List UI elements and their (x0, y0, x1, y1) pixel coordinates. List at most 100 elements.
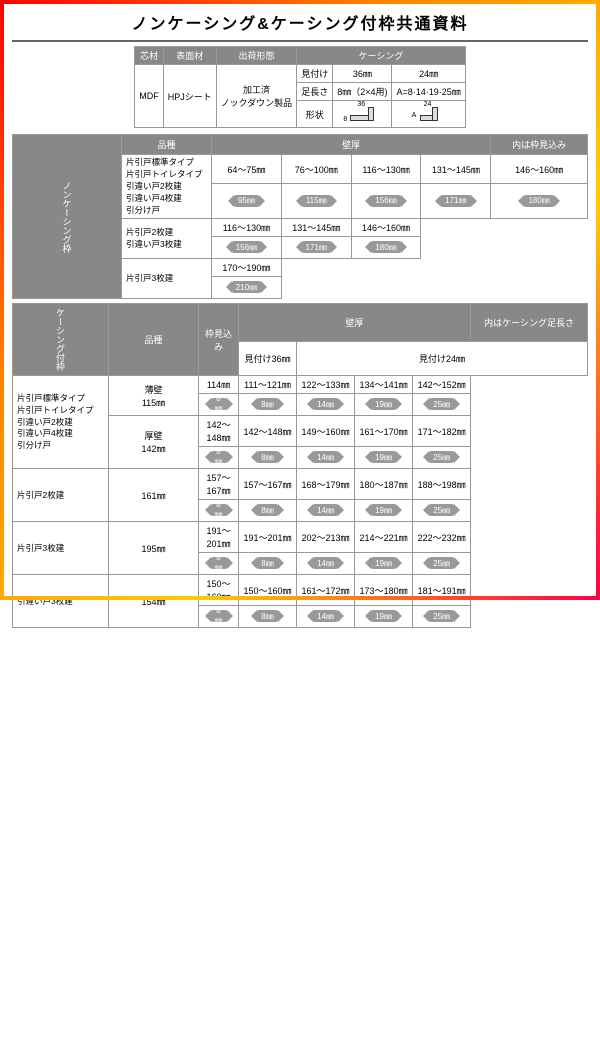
prod-cell: 片引戸3枚建 (13, 522, 109, 575)
range-cell: 191～201㎜ (199, 522, 239, 553)
arrow-cell: 14㎜ (297, 553, 355, 575)
arrow-cell: 25㎜ (413, 394, 471, 416)
cell-8mm: 8㎜（2×4用) (333, 83, 392, 101)
arrow-cell: 19㎜ (355, 606, 413, 628)
arrow-cell: 156㎜ (212, 237, 282, 259)
hdr-casing: ケーシング (297, 47, 466, 65)
sub-24: 見付け24㎜ (297, 342, 588, 376)
prod3: 片引戸3枚建 (122, 259, 212, 299)
arrow-cell: 171㎜ (421, 184, 491, 219)
arrow-cell: 14㎜ (297, 394, 355, 416)
prod-cell: 引違い戸3枚建 (13, 575, 109, 628)
arrow-cell: 8㎜ (239, 606, 297, 628)
hdr-product2: 品種 (109, 304, 199, 376)
arrow-cell: 115㎜ (281, 184, 351, 219)
note-cell: 内は枠見込み (491, 135, 588, 155)
range-cell: 150～160㎜ (199, 575, 239, 606)
shape-2: 24 A (392, 101, 465, 128)
range-cell: 142～148㎜ (199, 416, 239, 447)
prod2: 片引戸2枚建 引違い戸3枚建 (122, 219, 212, 259)
range-cell: 214～221㎜ (355, 522, 413, 553)
arrow-cell: 180㎜ (351, 237, 421, 259)
note-cell2: 内はケーシング足長さ (471, 304, 588, 342)
prod-cell: 片引戸2枚建 (13, 469, 109, 522)
cell-foot: 足長さ (297, 83, 333, 101)
cell-mitsuke: 見付け (297, 65, 333, 83)
range-cell: 114㎜ (199, 376, 239, 394)
arrow-cell: 25㎜ (413, 606, 471, 628)
wall-cell: 厚壁 142㎜ (109, 416, 199, 469)
hdr-ship: 出荷形態 (216, 47, 296, 65)
prod-cell: 片引戸標準タイプ 片引戸トイレタイプ 引違い戸2枚建 引違い戸4枚建 引分け戸 (13, 376, 109, 469)
arrow-cell: 8㎜ (199, 394, 239, 416)
arrow-cell: 14㎜ (297, 447, 355, 469)
arrow-cell: 8㎜ (199, 606, 239, 628)
wall-cell: 161㎜ (109, 469, 199, 522)
shape-1: 36 8 (333, 101, 392, 128)
range-cell: 188～198㎜ (413, 469, 471, 500)
vlabel-noncasing: ノンケーシング枠 (13, 135, 122, 299)
arrow-cell: 14㎜ (297, 500, 355, 522)
arrow-cell: 8㎜ (239, 447, 297, 469)
range-cell: 157～167㎜ (239, 469, 297, 500)
arrow-cell: 25㎜ (413, 500, 471, 522)
arrow-cell: 8㎜ (239, 394, 297, 416)
range-cell: 122～133㎜ (297, 376, 355, 394)
divider (12, 40, 588, 42)
range-cell: 142～152㎜ (413, 376, 471, 394)
cell-shape-label: 形状 (297, 101, 333, 128)
arrow-cell: 19㎜ (355, 447, 413, 469)
range-cell: 134～141㎜ (355, 376, 413, 394)
cell-a: A=8·14·19·25㎜ (392, 83, 465, 101)
arrow-cell: 156㎜ (351, 184, 421, 219)
range-cell: 170～190㎜ (212, 259, 282, 277)
range-cell: 180～187㎜ (355, 469, 413, 500)
arrow-cell: 19㎜ (355, 553, 413, 575)
range-cell: 142～148㎜ (239, 416, 297, 447)
cell-24: 24㎜ (392, 65, 465, 83)
range-cell: 161～172㎜ (297, 575, 355, 606)
cell-36: 36㎜ (333, 65, 392, 83)
sub-36: 見付け36㎜ (239, 342, 297, 376)
arrow-cell: 171㎜ (281, 237, 351, 259)
range-cell: 131～145㎜ (421, 155, 491, 184)
casing-table: ケーシング付枠 品種 枠見込み 壁厚 内はケーシング足長さ 見付け36㎜ 見付け… (12, 303, 588, 628)
range-cell: 191～201㎜ (239, 522, 297, 553)
range-cell: 149～160㎜ (297, 416, 355, 447)
range-cell: 64～75㎜ (212, 155, 282, 184)
wall-cell: 195㎜ (109, 522, 199, 575)
arrow-cell: 14㎜ (297, 606, 355, 628)
range-cell: 146～160㎜ (491, 155, 588, 184)
vlabel-casing: ケーシング付枠 (13, 304, 109, 376)
page-title: ノンケーシング&ケーシング付枠共通資料 (12, 10, 588, 34)
noncasing-table: ノンケーシング枠 品種 壁厚 内は枠見込み 片引戸標準タイプ 片引戸トイレタイプ… (12, 134, 588, 299)
cell-ship: 加工済 ノックダウン製品 (216, 65, 296, 128)
wall-cell: 薄壁 115㎜ (109, 376, 199, 416)
arrow-cell: 8㎜ (239, 553, 297, 575)
arrow-cell: 19㎜ (355, 500, 413, 522)
range-cell: 116～130㎜ (351, 155, 421, 184)
range-cell: 150～160㎜ (239, 575, 297, 606)
range-cell: 168～179㎜ (297, 469, 355, 500)
prod1: 片引戸標準タイプ 片引戸トイレタイプ 引違い戸2枚建 引違い戸4枚建 引分け戸 (122, 155, 212, 219)
range-cell: 157～167㎜ (199, 469, 239, 500)
arrow-cell: 19㎜ (355, 394, 413, 416)
range-cell: 171～182㎜ (413, 416, 471, 447)
arrow-cell: 210㎜ (212, 277, 282, 299)
range-cell: 116～130㎜ (212, 219, 282, 237)
range-cell: 76～100㎜ (281, 155, 351, 184)
arrow-cell: 8㎜ (199, 500, 239, 522)
range-cell: 173～180㎜ (355, 575, 413, 606)
arrow-cell: 95㎜ (212, 184, 282, 219)
arrow-cell: 8㎜ (199, 447, 239, 469)
arrow-cell: 180㎜ (491, 184, 588, 219)
hdr-wall: 壁厚 (212, 135, 491, 155)
hdr-frame: 枠見込み (199, 304, 239, 376)
range-cell: 202～213㎜ (297, 522, 355, 553)
hdr-product: 品種 (122, 135, 212, 155)
arrow-cell: 8㎜ (239, 500, 297, 522)
range-cell: 161～170㎜ (355, 416, 413, 447)
arrow-cell: 25㎜ (413, 447, 471, 469)
range-cell: 146～160㎜ (351, 219, 421, 237)
cell-mdf: MDF (135, 65, 164, 128)
